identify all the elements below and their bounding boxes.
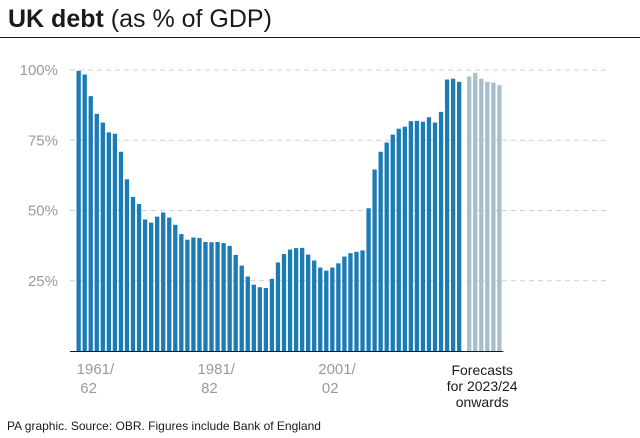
bar-actual <box>136 204 142 351</box>
y-tick-label: 50% <box>28 203 58 220</box>
bar-actual <box>179 234 184 351</box>
bar-actual <box>227 245 232 351</box>
bar-actual <box>203 241 208 351</box>
bar-actual <box>245 276 250 351</box>
chart-title-subtitle: (as % of GDP) <box>110 5 272 33</box>
title-rule <box>0 37 640 38</box>
bar-actual <box>197 238 202 351</box>
bar-actual <box>336 263 341 351</box>
y-tick-label: 25% <box>28 273 58 290</box>
bar-actual <box>348 253 353 351</box>
bar-forecast <box>485 81 490 351</box>
bar-actual <box>360 250 365 351</box>
bar-actual <box>112 133 118 351</box>
bar-actual <box>402 126 407 352</box>
bar-actual <box>342 256 347 351</box>
bar-actual <box>76 70 81 351</box>
x-tick-labels: 1961/62 1981/82 2001/02 <box>77 361 357 397</box>
bar-actual <box>233 254 238 351</box>
bar-actual <box>167 217 172 351</box>
chart-title: UK debt (as % of GDP) <box>8 2 272 36</box>
bar-actual <box>354 251 359 351</box>
bar-actual <box>142 219 148 351</box>
bar-actual <box>287 249 293 351</box>
bar-actual <box>420 121 426 351</box>
bar-actual <box>191 237 196 351</box>
bar-actual <box>82 74 87 351</box>
bar-actual <box>281 254 287 351</box>
chart-title-bold: UK debt <box>8 5 104 33</box>
bar-actual <box>173 224 178 351</box>
bar-actual <box>263 288 269 351</box>
bar-actual <box>457 81 462 351</box>
bar-actual <box>94 113 99 351</box>
bar-actual <box>438 111 444 351</box>
bar-actual <box>330 267 335 351</box>
y-tick-labels: 25% 50% 75% 100% <box>20 62 58 290</box>
y-tick-label: 100% <box>20 62 58 79</box>
bar-actual <box>384 142 389 351</box>
bar-actual <box>293 248 299 351</box>
bar-actual <box>124 179 130 351</box>
bar-actual <box>215 241 220 351</box>
forecast-note-line: onwards <box>456 394 509 410</box>
bar-actual <box>275 262 281 351</box>
bar-forecast <box>497 85 502 351</box>
forecast-note-line: for 2023/24 <box>447 378 518 394</box>
bar-actual <box>444 79 450 351</box>
bar-forecast <box>479 78 484 351</box>
bar-forecast <box>473 72 478 351</box>
bar-actual <box>426 117 432 351</box>
bar-actual <box>318 267 323 351</box>
bar-actual <box>390 134 395 351</box>
bar-actual <box>130 197 136 351</box>
bar-actual <box>450 78 456 351</box>
x-tick-label: 82 <box>201 380 218 397</box>
bar-actual <box>408 121 413 351</box>
bar-actual <box>378 151 383 351</box>
bar-actual <box>209 242 214 351</box>
bar-actual <box>185 239 190 351</box>
x-tick-label: 62 <box>80 380 97 397</box>
bar-forecast <box>491 82 496 352</box>
bar-actual <box>432 122 438 351</box>
source-note: PA graphic. Source: OBR. Figures include… <box>7 419 321 433</box>
bar-actual <box>118 151 124 351</box>
bar-actual <box>306 254 311 351</box>
x-tick-label: 02 <box>322 380 339 397</box>
bar-actual <box>312 260 317 351</box>
x-tick-label: 1981/ <box>197 361 235 378</box>
bar-actual <box>88 96 93 352</box>
bar-actual <box>372 169 377 351</box>
bar-actual <box>100 122 105 351</box>
bar-actual <box>251 284 256 351</box>
bar-actual <box>106 132 111 351</box>
bars <box>76 70 502 352</box>
forecast-note-line: Forecasts <box>451 362 512 378</box>
y-tick-label: 75% <box>28 132 58 149</box>
bar-actual <box>239 265 244 351</box>
bar-actual <box>414 120 420 352</box>
bar-actual <box>257 287 262 351</box>
bar-actual <box>155 216 160 351</box>
bar-actual <box>161 212 166 351</box>
bar-actual <box>148 222 154 351</box>
bar-actual <box>269 278 275 351</box>
bar-forecast <box>467 76 472 351</box>
bar-actual <box>324 270 329 351</box>
bar-actual <box>221 243 226 351</box>
bar-actual <box>396 128 401 351</box>
x-tick-label: 1961/ <box>77 361 115 378</box>
bar-actual <box>366 208 371 351</box>
bar-actual <box>299 247 305 351</box>
x-tick-label: 2001/ <box>318 361 356 378</box>
